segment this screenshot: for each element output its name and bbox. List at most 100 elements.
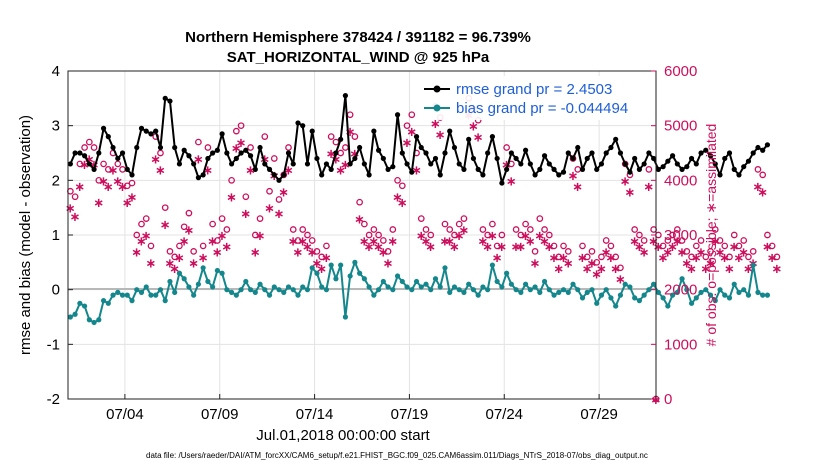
- bias-point: [560, 287, 567, 293]
- obs-possible-marker: [678, 237, 686, 244]
- bias-point: [375, 287, 382, 293]
- obs-possible-marker: [223, 226, 231, 233]
- obs-assimilated-marker: ∗: [696, 245, 707, 260]
- rmse-point: [579, 166, 586, 172]
- rmse-point: [627, 169, 633, 175]
- obs-assimilated-marker: ∗: [653, 240, 664, 255]
- y-tick-label: 4: [52, 63, 60, 80]
- obs-assimilated-marker: ∗: [482, 240, 493, 255]
- bias-point: [77, 300, 83, 306]
- rmse-point: [338, 136, 344, 142]
- obs-possible-marker: [270, 155, 278, 162]
- obs-possible-marker: [541, 226, 548, 233]
- obs-assimilated-marker: ∗: [743, 262, 754, 277]
- obs-possible-marker: [214, 237, 221, 244]
- bias-point: [513, 287, 519, 293]
- rmse-point: [81, 153, 88, 159]
- bias-point: [722, 292, 728, 298]
- obs-possible-marker: [365, 231, 373, 239]
- bias-point: [72, 311, 78, 317]
- obs-assimilated-marker: ∗: [620, 174, 631, 189]
- rmse-point: [247, 153, 254, 159]
- y-tick-label: 2: [52, 172, 60, 189]
- x-tick-label: 07/24: [485, 406, 523, 423]
- bias-point: [432, 276, 439, 282]
- obs-possible-marker: [185, 209, 193, 217]
- bias-point: [669, 292, 676, 298]
- rmse-point: [532, 172, 538, 178]
- obs-assimilated-marker: ∗: [340, 158, 351, 173]
- rmse-point: [110, 144, 116, 151]
- obs-assimilated-marker: ∗: [112, 174, 123, 189]
- rmse-point: [413, 134, 420, 140]
- bias-point: [570, 281, 576, 287]
- obs-possible-marker: [764, 231, 771, 239]
- rmse-point: [764, 142, 771, 148]
- bias-point: [603, 287, 609, 293]
- rmse-point: [366, 172, 372, 178]
- rmse-point: [300, 123, 306, 129]
- obs-possible-marker: [735, 242, 743, 250]
- bias-point: [148, 292, 154, 298]
- y-right-tick-label: 5000: [664, 118, 697, 135]
- obs-assimilated-marker: ∗: [169, 262, 180, 277]
- bias-point: [579, 295, 586, 301]
- rmse-point: [328, 166, 334, 172]
- bias-point: [134, 287, 140, 293]
- bias-point: [138, 289, 145, 295]
- obs-possible-marker: [294, 237, 302, 244]
- obs-assimilated-marker: ∗: [311, 256, 322, 271]
- bias-point: [613, 303, 619, 309]
- bias-point: [632, 295, 638, 301]
- obs-assimilated-marker: ∗: [587, 256, 598, 271]
- rmse-point: [409, 169, 415, 175]
- obs-assimilated-marker: ∗: [686, 262, 697, 277]
- obs-assimilated-marker: ∗: [79, 158, 90, 173]
- obs-possible-marker: [598, 253, 605, 261]
- obs-assimilated-marker: ∗: [458, 224, 469, 239]
- obs-assimilated-marker: ∗: [231, 142, 242, 157]
- obs-assimilated-marker: ∗: [667, 240, 678, 255]
- bias-point: [423, 281, 429, 287]
- obs-possible-marker: [157, 149, 164, 157]
- rmse-point: [167, 98, 173, 104]
- obs-possible-marker: [384, 248, 392, 255]
- bias-point: [485, 287, 491, 293]
- obs-possible-marker: [161, 204, 169, 212]
- obs-assimilated-marker: ∗: [506, 174, 517, 189]
- obs-assimilated-marker: ∗: [648, 234, 659, 249]
- obs-assimilated-marker: ∗: [487, 229, 498, 244]
- obs-assimilated-marker: ∗: [662, 245, 673, 260]
- bias-point: [750, 262, 756, 268]
- rmse-point: [447, 128, 453, 134]
- obs-possible-marker: [593, 258, 601, 266]
- obs-assimilated-marker: ∗: [70, 210, 81, 225]
- bias-point: [589, 287, 595, 293]
- rmse-point: [442, 150, 448, 156]
- obs-possible-marker: [768, 242, 776, 250]
- rmse-point: [428, 161, 434, 167]
- obs-possible-marker: [579, 242, 586, 250]
- bias-point: [295, 292, 301, 298]
- rmse-point: [641, 161, 647, 167]
- bias-point: [252, 289, 258, 295]
- obs-possible-marker: [636, 231, 643, 239]
- rmse-point: [224, 150, 230, 156]
- bias-point: [172, 289, 178, 295]
- obs-assimilated-marker: ∗: [402, 136, 413, 151]
- y-tick-label: 0: [52, 282, 60, 299]
- obs-assimilated-marker: ∗: [226, 191, 237, 206]
- bias-point: [598, 292, 605, 298]
- obs-possible-marker: [138, 220, 145, 228]
- obs-assimilated-marker: ∗: [283, 163, 294, 178]
- obs-assimilated-marker: ∗: [454, 229, 465, 244]
- obs-assimilated-marker: ∗: [672, 234, 683, 249]
- bias-point: [755, 289, 761, 295]
- bias-point: [157, 287, 164, 293]
- rmse-point: [646, 150, 652, 156]
- bias-point: [91, 319, 97, 326]
- rmse-point: [570, 155, 576, 162]
- bias-point: [195, 281, 202, 287]
- rmse-point: [385, 166, 391, 172]
